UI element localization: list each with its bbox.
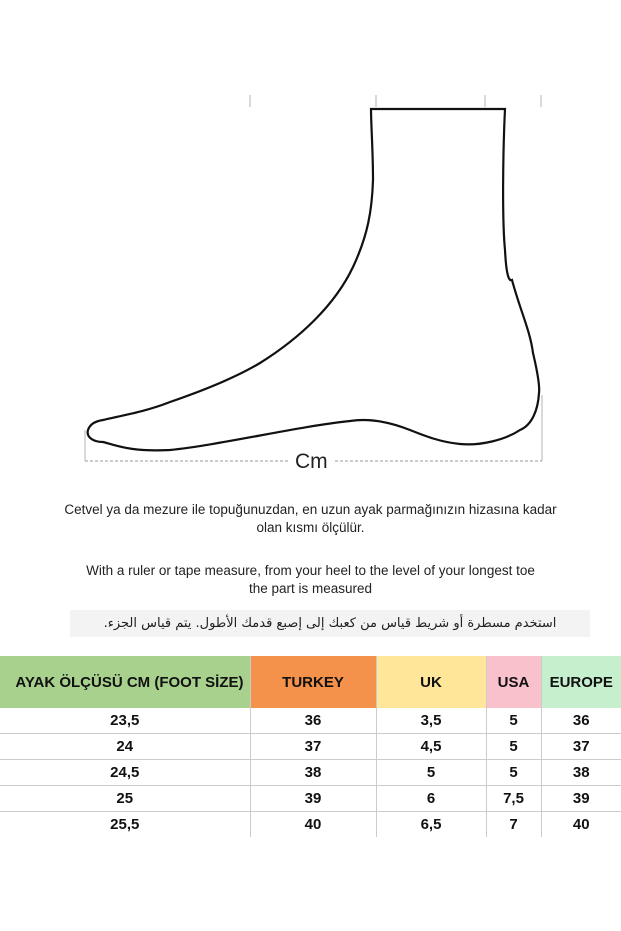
cell-turkey: 38 (249, 759, 376, 786)
cell-turkey: 37 (249, 733, 376, 760)
cell-uk: 5 (375, 759, 486, 786)
header-europe: EUROPE (540, 656, 621, 708)
cell-turkey: 39 (249, 785, 376, 812)
header-foot-size: AYAK ÖLÇÜSÜ CM (FOOT SİZE) (0, 656, 250, 708)
foot-outline (86, 107, 541, 452)
cell-foot-size: 24,5 (0, 759, 250, 786)
cell-europe: 36 (540, 708, 621, 734)
table-row: 23,5 36 3,5 5 36 (0, 708, 621, 734)
size-table: AYAK ÖLÇÜSÜ CM (FOOT SİZE) TURKEY UK USA EUR… (0, 656, 621, 837)
cell-uk: 3,5 (375, 708, 486, 734)
cell-usa: 5 (485, 733, 541, 760)
cell-foot-size: 25 (0, 785, 250, 812)
cell-usa: 5 (485, 708, 541, 734)
instruction-english-line2: the part is measured (248, 581, 373, 596)
cell-usa: 7 (485, 811, 541, 837)
table-row: 24 37 4,5 5 37 (0, 733, 621, 760)
cell-uk: 6,5 (375, 811, 486, 837)
cell-usa: 5 (485, 759, 541, 786)
cell-europe: 39 (540, 785, 621, 812)
cell-foot-size: 25,5 (110, 816, 140, 833)
instruction-english-line1: With a ruler or tape measure, from your … (86, 563, 535, 578)
cell-usa: 7,5 (485, 785, 541, 812)
header-uk: UK (375, 656, 486, 708)
cell-uk: 6 (375, 785, 486, 812)
cell-uk: 4,5 (375, 733, 486, 760)
instruction-arabic: استخدم مسطرة أو شريط قياس من كعبك إلى إص… (70, 610, 590, 637)
cell-foot-size: 23,5 (0, 708, 250, 734)
cell-foot-size: 24 (0, 733, 250, 760)
table-row: 25 39 6 7,5 39 (0, 785, 621, 812)
header-usa: USA (485, 656, 541, 708)
cell-turkey: 36 (249, 708, 376, 734)
measure-label: Cm (290, 450, 333, 474)
header-turkey: TURKEY (249, 656, 376, 708)
instruction-turkish: Cetvel ya da mezure ile topuğunuzdan, en… (64, 502, 557, 535)
cell-turkey: 40 (249, 811, 376, 837)
cell-europe: 37 (540, 733, 621, 760)
table-row: 25,5 40 6,5 7 40 (0, 811, 621, 837)
cell-europe: 40 (540, 811, 621, 837)
cell-europe: 38 (540, 759, 621, 786)
table-row: 24,5 38 5 5 38 (0, 759, 621, 786)
foot-diagram (84, 95, 543, 462)
guide-ticks (84, 95, 543, 461)
